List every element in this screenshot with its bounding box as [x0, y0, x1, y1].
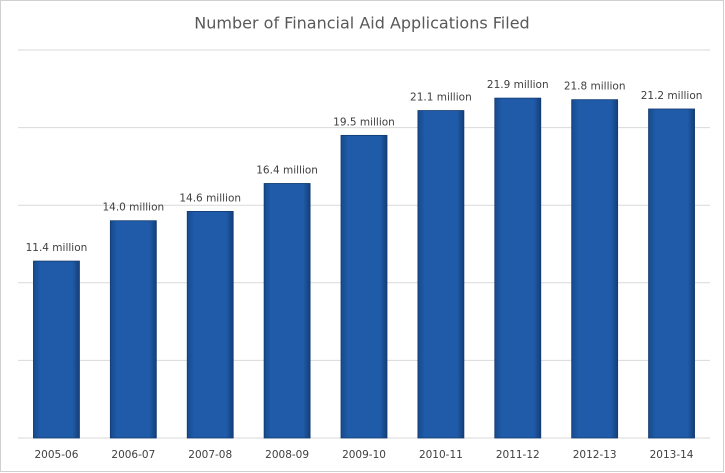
bar — [109, 220, 157, 439]
data-label: 21.8 million — [564, 81, 626, 93]
x-tick-label: 2008-09 — [265, 449, 309, 461]
x-tick-label: 2010-11 — [419, 449, 463, 461]
bar — [186, 211, 234, 439]
bar — [340, 134, 388, 439]
bar — [417, 110, 465, 439]
x-tick-label: 2012-13 — [573, 449, 617, 461]
x-tick-label: 2005-06 — [35, 449, 79, 461]
data-label: 21.9 million — [487, 79, 549, 91]
data-label: 19.5 million — [333, 116, 395, 128]
data-label: 21.1 million — [410, 92, 472, 104]
bar — [33, 260, 80, 439]
data-label: 16.4 million — [256, 164, 318, 176]
x-tick-label: 2007-08 — [188, 449, 232, 461]
bar — [494, 97, 542, 439]
bar — [571, 99, 619, 439]
x-tick-label: 2011-12 — [496, 449, 540, 461]
chart-title: Number of Financial Aid Applications Fil… — [194, 14, 529, 33]
bar — [648, 108, 695, 439]
x-tick-label: 2009-10 — [342, 449, 386, 461]
x-tick-label: 2006-07 — [111, 449, 155, 461]
data-label: 14.0 million — [102, 202, 164, 214]
data-label: 21.2 million — [641, 90, 703, 102]
x-tick-label: 2013-14 — [650, 449, 694, 461]
bar — [263, 183, 311, 439]
data-label: 14.6 million — [179, 192, 241, 204]
data-label: 11.4 million — [26, 242, 88, 254]
